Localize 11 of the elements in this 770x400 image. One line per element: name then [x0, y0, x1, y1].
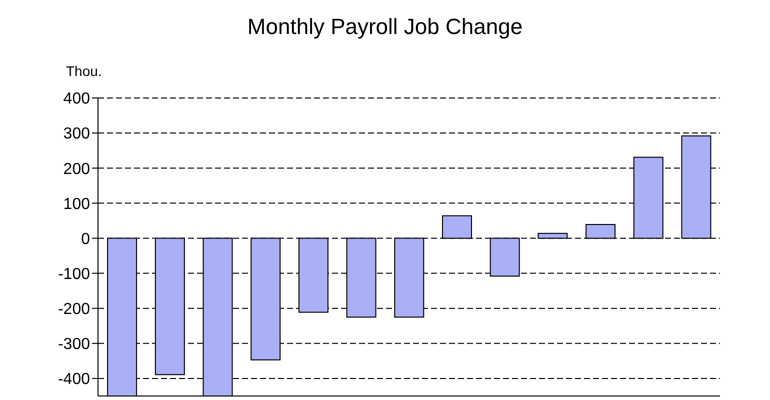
y-tick-label: 300 [63, 126, 90, 143]
y-axis-title: Thou. [66, 63, 102, 79]
y-tick-label: 400 [63, 90, 90, 108]
y-tick-label: 200 [63, 160, 90, 178]
y-tick-label: -200 [58, 301, 90, 318]
y-tick-label: -400 [58, 371, 90, 388]
y-tick-label: -300 [58, 336, 90, 354]
y-tick-label: 100 [63, 196, 90, 213]
y-tick-label: -100 [58, 266, 90, 283]
chart-title: Monthly Payroll Job Change [246, 14, 524, 40]
y-tick-label: 0 [81, 230, 90, 248]
